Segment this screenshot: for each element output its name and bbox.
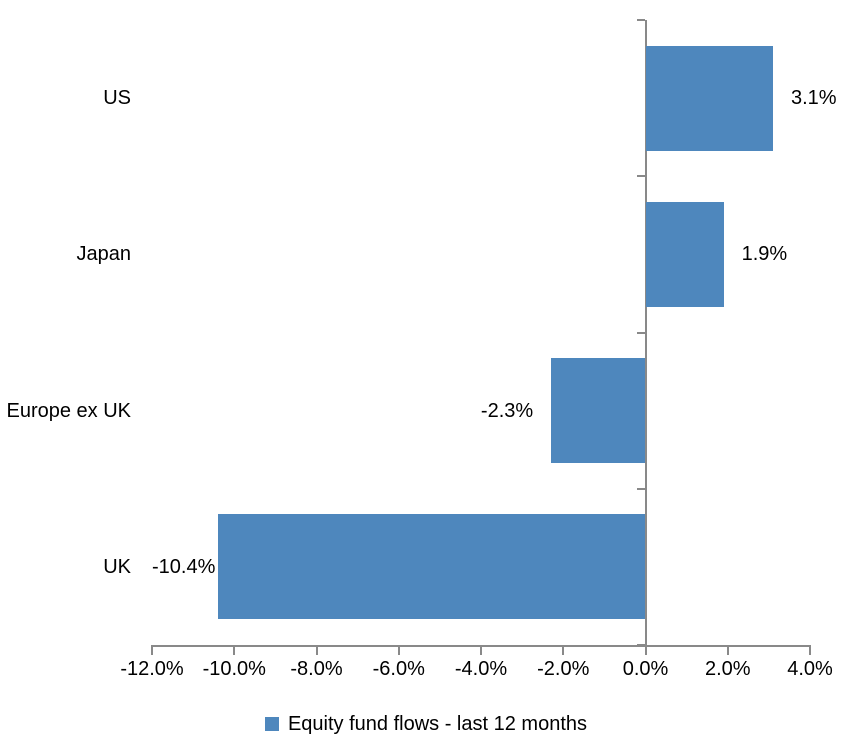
y-axis-tick xyxy=(636,331,645,334)
bar xyxy=(217,514,646,620)
category-label: Japan xyxy=(76,243,132,266)
x-axis-tick xyxy=(809,645,811,655)
x-tick-label: 2.0% xyxy=(704,658,751,680)
legend-swatch xyxy=(264,717,279,731)
y-axis-tick xyxy=(636,19,645,21)
x-axis-tick xyxy=(233,645,236,655)
x-tick-label: -10.0% xyxy=(202,658,266,680)
bar-value-label: -2.3% xyxy=(480,399,534,422)
x-tick-label: 0.0% xyxy=(622,658,669,680)
category-label: US xyxy=(103,87,131,110)
x-tick-label: -4.0% xyxy=(454,658,508,680)
x-axis-tick xyxy=(726,645,729,655)
x-axis-tick xyxy=(151,645,153,655)
bar-value-label: 1.9% xyxy=(741,243,788,266)
bar xyxy=(550,358,646,464)
x-tick-label: -6.0% xyxy=(372,658,425,680)
bar-value-label: 3.1% xyxy=(790,87,837,110)
legend: Equity fund flows - last 12 months xyxy=(0,711,852,737)
x-tick-label: -8.0% xyxy=(290,658,343,680)
x-tick-label: -12.0% xyxy=(120,658,184,680)
y-axis-tick xyxy=(636,175,645,178)
bar-value-label: -10.4% xyxy=(152,555,216,578)
x-axis-tick xyxy=(315,645,318,655)
x-tick-label: -2.0% xyxy=(537,658,590,680)
y-axis-tick xyxy=(636,644,645,646)
x-tick-label: 4.0% xyxy=(787,658,833,680)
legend-label: Equity fund flows - last 12 months xyxy=(287,713,588,735)
y-axis-tick xyxy=(636,487,645,490)
x-axis-tick xyxy=(562,645,565,655)
y-axis-line xyxy=(644,20,647,645)
x-axis-tick xyxy=(397,645,400,655)
x-axis-tick xyxy=(480,645,482,655)
bar xyxy=(645,45,773,151)
category-label: Europe ex UK xyxy=(6,399,131,422)
bar xyxy=(645,201,724,307)
x-axis-tick xyxy=(644,645,647,655)
category-label: UK xyxy=(103,555,131,578)
